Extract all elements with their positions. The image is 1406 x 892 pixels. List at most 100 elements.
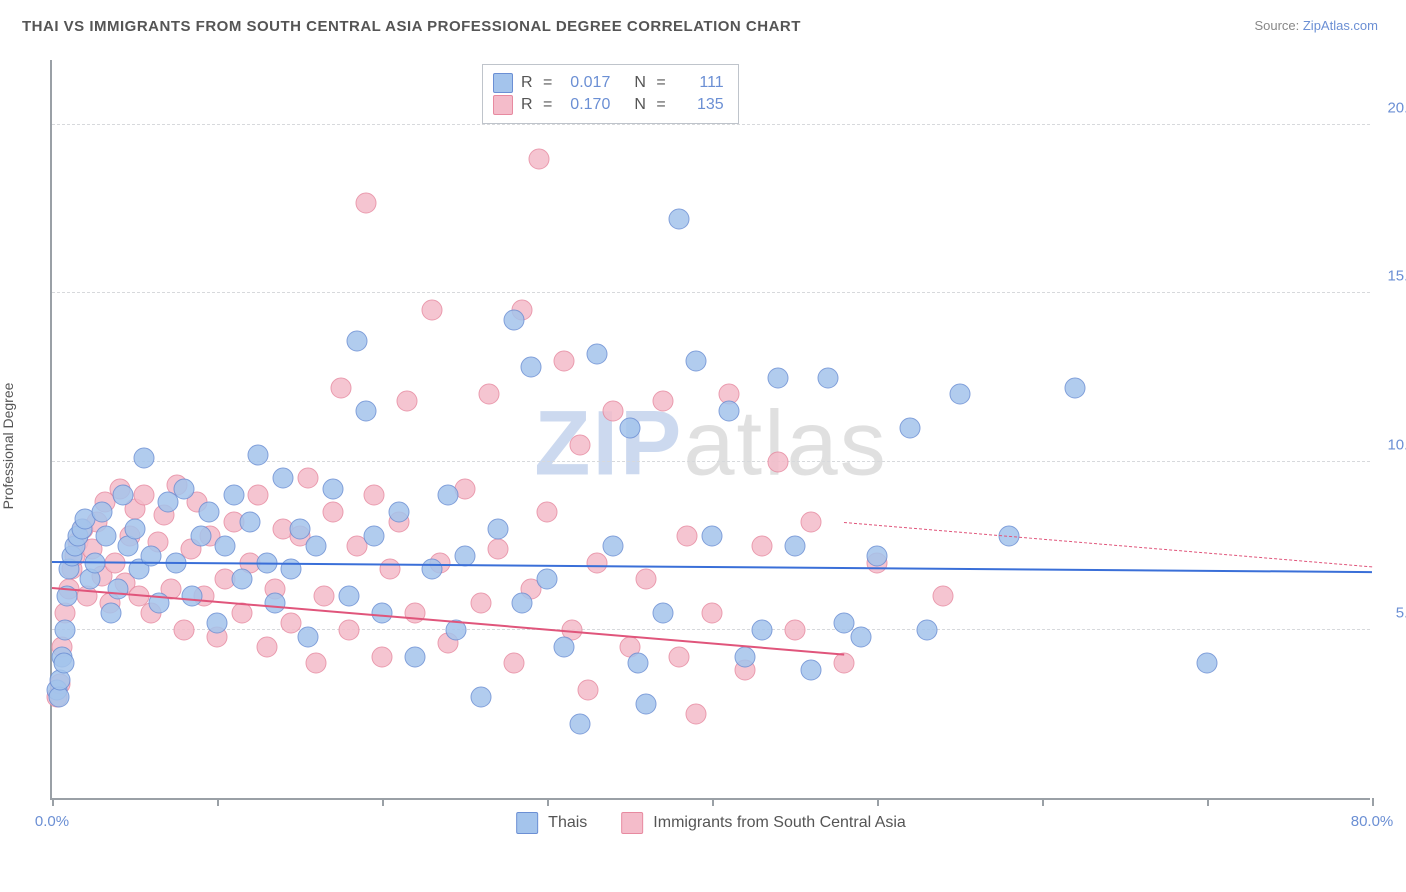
stat-eq: =: [543, 96, 552, 114]
data-point: [372, 603, 393, 624]
data-point: [784, 619, 805, 640]
data-point: [91, 502, 112, 523]
data-point: [215, 535, 236, 556]
data-point: [578, 680, 599, 701]
data-point: [289, 518, 310, 539]
data-point: [306, 653, 327, 674]
data-point: [405, 646, 426, 667]
stat-r-immigrants: 0.170: [560, 96, 610, 114]
data-point: [636, 693, 657, 714]
data-point: [718, 401, 739, 422]
gridline: [52, 124, 1370, 125]
data-point: [528, 148, 549, 169]
data-point: [487, 539, 508, 560]
stat-n-thais: 111: [674, 74, 724, 92]
data-point: [339, 586, 360, 607]
x-tick: [877, 798, 879, 806]
data-point: [223, 485, 244, 506]
stat-n-label: N: [634, 74, 648, 92]
data-point: [207, 613, 228, 634]
data-point: [471, 592, 492, 613]
data-point: [677, 525, 698, 546]
data-point: [273, 468, 294, 489]
data-point: [619, 418, 640, 439]
data-point: [735, 646, 756, 667]
trend-line: [844, 522, 1372, 567]
data-point: [801, 512, 822, 533]
data-point: [96, 525, 117, 546]
x-tick: [547, 798, 549, 806]
data-point: [867, 545, 888, 566]
data-point: [586, 552, 607, 573]
x-tick: [1207, 798, 1209, 806]
data-point: [363, 525, 384, 546]
data-point: [124, 518, 145, 539]
y-axis-label: Professional Degree: [0, 383, 16, 510]
data-point: [652, 391, 673, 412]
data-point: [134, 448, 155, 469]
stat-r-label: R: [521, 96, 535, 114]
data-point: [363, 485, 384, 506]
data-point: [504, 653, 525, 674]
data-point: [652, 603, 673, 624]
data-point: [751, 619, 772, 640]
data-point: [627, 653, 648, 674]
stat-eq: =: [656, 74, 665, 92]
data-point: [306, 535, 327, 556]
stat-n-immigrants: 135: [674, 96, 724, 114]
source-label: Source:: [1254, 18, 1302, 33]
y-tick-label: 5.0%: [1375, 604, 1406, 621]
stat-r-label: R: [521, 74, 535, 92]
chart-title: THAI VS IMMIGRANTS FROM SOUTH CENTRAL AS…: [22, 18, 801, 35]
data-point: [264, 592, 285, 613]
data-point: [174, 619, 195, 640]
gridline: [52, 292, 1370, 293]
data-point: [347, 330, 368, 351]
data-point: [297, 468, 318, 489]
data-point: [553, 350, 574, 371]
data-point: [636, 569, 657, 590]
legend-label-immigrants: Immigrants from South Central Asia: [653, 814, 906, 832]
x-tick: [382, 798, 384, 806]
data-point: [603, 535, 624, 556]
x-tick-label: 0.0%: [35, 813, 69, 830]
data-point: [355, 401, 376, 422]
data-point: [248, 485, 269, 506]
x-tick: [1042, 798, 1044, 806]
data-point: [380, 559, 401, 580]
legend-bottom: Thais Immigrants from South Central Asia: [516, 812, 906, 834]
source-credit: Source: ZipAtlas.com: [1254, 18, 1378, 33]
y-tick-label: 10.0%: [1375, 436, 1406, 453]
data-point: [685, 703, 706, 724]
data-point: [314, 586, 335, 607]
data-point: [586, 344, 607, 365]
data-point: [471, 687, 492, 708]
data-point: [751, 535, 772, 556]
data-point: [570, 714, 591, 735]
data-point: [101, 603, 122, 624]
data-point: [134, 485, 155, 506]
data-point: [322, 502, 343, 523]
y-tick-label: 20.0%: [1375, 100, 1406, 117]
data-point: [55, 619, 76, 640]
data-point: [784, 535, 805, 556]
data-point: [685, 350, 706, 371]
watermark-suffix: atlas: [683, 392, 887, 494]
data-point: [182, 586, 203, 607]
data-point: [900, 418, 921, 439]
data-point: [421, 559, 442, 580]
data-point: [537, 502, 558, 523]
x-tick: [217, 798, 219, 806]
data-point: [355, 192, 376, 213]
data-point: [817, 367, 838, 388]
data-point: [174, 478, 195, 499]
data-point: [248, 444, 269, 465]
data-point: [570, 434, 591, 455]
stat-eq: =: [543, 74, 552, 92]
legend-label-thais: Thais: [548, 814, 587, 832]
data-point: [198, 502, 219, 523]
data-point: [479, 384, 500, 405]
data-point: [504, 310, 525, 331]
data-point: [297, 626, 318, 647]
swatch-immigrants: [621, 812, 643, 834]
